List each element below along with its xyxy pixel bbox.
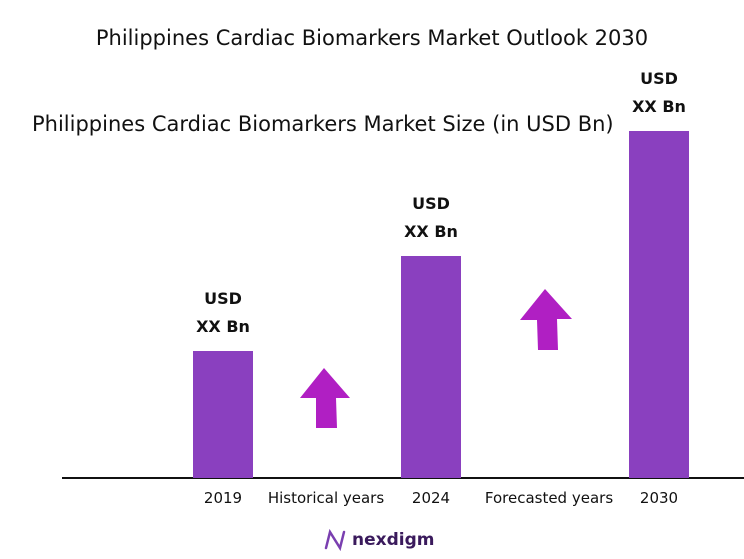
value-label: USD XX Bn	[632, 69, 686, 116]
annotation: Forecasted years	[484, 489, 614, 507]
x-tick-label: 2019	[203, 489, 243, 507]
chart-subtitle: Philippines Cardiac Biomarkers Market Si…	[32, 112, 614, 136]
bar	[629, 131, 689, 478]
arrow	[520, 289, 572, 350]
bar	[401, 256, 461, 478]
annotation: Historical years	[267, 489, 385, 507]
x-tick-label: 2024	[411, 489, 451, 507]
arrow	[300, 368, 350, 428]
value-label: USD XX Bn	[196, 289, 250, 336]
bar	[193, 351, 253, 478]
logo: nexdigm	[352, 530, 435, 550]
chart-title: Philippines Cardiac Biomarkers Market Ou…	[95, 26, 649, 50]
x-tick-label: 2030	[639, 489, 679, 507]
logo-icon	[324, 528, 346, 552]
value-label: USD XX Bn	[404, 194, 458, 241]
